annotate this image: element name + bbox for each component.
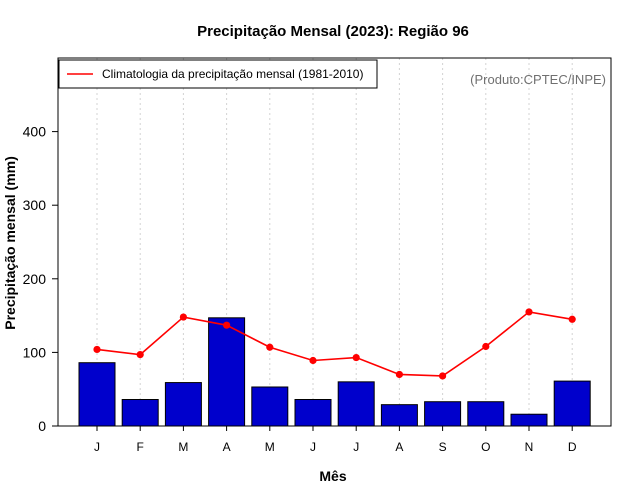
x-tick-label: J — [353, 440, 359, 454]
plot-frame — [57, 57, 612, 427]
climatology-point — [395, 370, 403, 379]
climatology-point — [309, 356, 317, 365]
climatology-line — [96, 311, 573, 377]
climatology-point — [482, 342, 490, 351]
x-tick-label: F — [137, 440, 144, 454]
x-tick-label: J — [310, 440, 316, 454]
legend-box — [58, 59, 378, 89]
bar-j-6 — [294, 399, 332, 427]
x-tick-label: N — [525, 440, 534, 454]
y-tick-label: 300 — [23, 197, 47, 213]
bar-s-9 — [424, 401, 462, 427]
bar-o-10 — [467, 401, 505, 427]
climatology-point — [266, 343, 274, 351]
y-tick-label: 0 — [38, 418, 46, 434]
x-tick-label: O — [481, 440, 490, 454]
y-tick-label: 400 — [23, 124, 47, 140]
bar-m-5 — [251, 386, 289, 427]
x-tick-label: A — [223, 440, 231, 454]
climatology-point — [179, 313, 187, 321]
bar-series — [78, 317, 591, 427]
climatology-point — [568, 315, 576, 323]
climatology-point — [352, 353, 360, 362]
chart-title: Precipitação Mensal (2023): Região 96 — [197, 23, 469, 40]
bar-n-11 — [510, 413, 548, 427]
x-tick-label: M — [265, 440, 275, 454]
climatology-point — [93, 345, 101, 354]
y-axis: 0 100 200 300 400 — [23, 124, 58, 434]
x-tick-label: J — [94, 440, 100, 454]
bar-j-1 — [78, 362, 116, 427]
y-tick-label: 100 — [23, 344, 47, 360]
climatology-point — [136, 351, 144, 359]
bar-m-3 — [164, 382, 202, 427]
y-axis-title: Precipitação mensal (mm) — [2, 156, 18, 330]
x-axis-title: Mês — [319, 468, 346, 484]
legend-label-climatology: Climatologia da precipitação mensal (198… — [102, 67, 363, 81]
x-tick-label: A — [395, 440, 403, 454]
x-tick-label: S — [439, 440, 447, 454]
x-tick-label: M — [178, 440, 188, 454]
y-tick-label: 200 — [23, 271, 47, 287]
legend: Climatologia da precipitação mensal (198… — [58, 59, 378, 89]
climatology-series — [93, 308, 576, 380]
source-note: (Produto:CPTEC/INPE) — [470, 72, 606, 87]
bar-j-7 — [337, 381, 375, 427]
climatology-point — [525, 308, 533, 316]
climatology-point — [223, 321, 231, 329]
bar-a-4 — [208, 317, 246, 427]
climatology-point — [439, 372, 447, 380]
bar-a-8 — [380, 404, 418, 427]
bar-f-2 — [121, 399, 159, 427]
bar-d-12 — [553, 380, 591, 427]
x-tick-label: D — [568, 440, 577, 454]
